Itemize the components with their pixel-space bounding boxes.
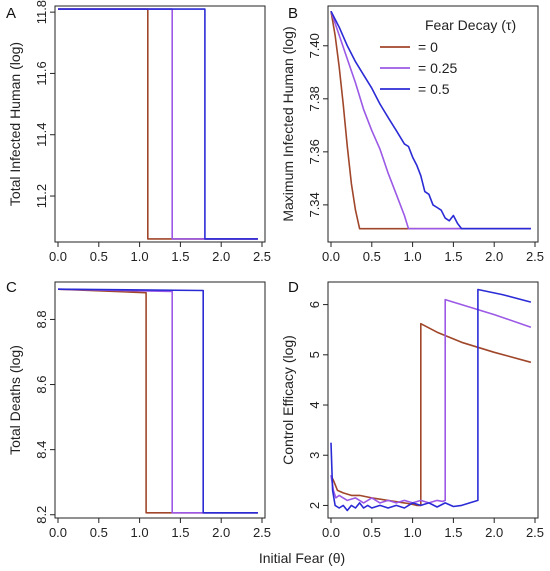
y-tick-label: 4 [307, 401, 322, 408]
panel-b: B 0.0 0.5 1.0 1.5 2.0 2.5 7.34 7.36 7.38 7.40 Maxim… [280, 5, 544, 264]
series-line-tau-05 [330, 288, 532, 512]
panel-letter: A [6, 5, 16, 22]
legend: Fear Decay (τ) = 0 = 0.25 = 0.5 [380, 17, 516, 97]
x-tick-label: 1.5 [171, 249, 189, 264]
x-tick-label: 2.0 [212, 249, 230, 264]
series-line-tau-0 [57, 288, 258, 514]
y-tick-label: 3 [307, 452, 322, 459]
x-tick-label: 2.5 [526, 525, 544, 540]
x-tick-label: 1.0 [404, 525, 422, 540]
y-tick-label: 8.2 [34, 506, 49, 524]
plot-frame [54, 5, 266, 243]
x-axis-label: Initial Fear (θ) [259, 550, 345, 566]
x-tick-label: 1.0 [131, 249, 149, 264]
x-tick-label: 1.0 [131, 525, 149, 540]
series-line-tau-0 [330, 322, 532, 507]
y-tick-label: 7.40 [307, 33, 322, 58]
x-tick-label: 1.0 [404, 249, 422, 264]
panel-d: D 0.0 0.5 1.0 1.5 2.0 2.5 2 3 4 5 6 Control Efficacy… [280, 279, 544, 540]
x-tick-label: 0.0 [49, 249, 67, 264]
legend-entry: = 0.25 [418, 60, 458, 76]
x-tick-label: 0.0 [322, 249, 340, 264]
series-line-tau-05 [330, 10, 531, 230]
panel-c: C 0.0 0.5 1.0 1.5 2.0 2.5 8.2 8.4 8.6 8.8 Total Dea… [6, 279, 271, 540]
y-tick-label: 8.4 [34, 441, 49, 459]
y-axis-label: Total Infected Human (log) [7, 42, 23, 206]
x-tick-label: 1.5 [171, 525, 189, 540]
x-tick-label: 2.5 [526, 249, 544, 264]
series-line-tau-025 [330, 298, 532, 504]
series-line-tau-025 [58, 8, 258, 240]
y-axis-label: Maximum Infected Human (log) [280, 26, 296, 221]
series-line-tau-025 [330, 11, 531, 230]
x-tick-label: 1.5 [444, 525, 462, 540]
panel-letter: B [288, 5, 298, 22]
y-tick-label: 6 [307, 301, 322, 308]
x-tick-label: 0.5 [90, 525, 108, 540]
series-line-tau-025 [57, 288, 258, 514]
y-tick-label: 2 [307, 502, 322, 509]
legend-entry: = 0.5 [418, 81, 450, 97]
x-tick-label: 0.5 [90, 249, 108, 264]
y-tick-label: 7.34 [307, 192, 322, 217]
plot-frame [327, 281, 539, 519]
y-tick-label: 11.4 [34, 123, 49, 147]
x-tick-label: 0.5 [363, 249, 381, 264]
y-axis-label: Total Deaths (log) [7, 345, 23, 455]
legend-entry: = 0 [418, 39, 438, 55]
x-tick-label: 2.0 [212, 525, 230, 540]
legend-title: Fear Decay (τ) [425, 17, 516, 33]
series-line-tau-05 [57, 288, 258, 514]
y-tick-label: 8.8 [34, 310, 49, 328]
x-tick-label: 2.5 [253, 525, 271, 540]
y-tick-label: 7.36 [307, 139, 322, 164]
y-tick-label: 5 [307, 351, 322, 358]
panel-a: A 0.0 0.5 1.0 1.5 2.0 2.5 11.2 11.4 11.6 11.8 Total… [6, 0, 271, 264]
x-tick-label: 2.0 [485, 249, 503, 264]
panel-letter: D [288, 279, 299, 296]
x-tick-label: 0.0 [322, 525, 340, 540]
series-line-tau-0 [330, 11, 531, 230]
panels: A 0.0 0.5 1.0 1.5 2.0 2.5 11.2 11.4 11.6 11.8 Total… [6, 0, 544, 540]
x-tick-label: 0.5 [363, 525, 381, 540]
y-tick-label: 11.6 [34, 61, 49, 85]
series-line-tau-05 [58, 8, 258, 240]
series-line-tau-0 [58, 8, 258, 240]
y-axis-label: Control Efficacy (log) [280, 335, 296, 465]
y-tick-label: 7.38 [307, 86, 322, 111]
x-tick-label: 2.0 [485, 525, 503, 540]
y-tick-label: 11.8 [34, 0, 49, 24]
plot-frame [327, 5, 539, 243]
x-tick-label: 2.5 [253, 249, 271, 264]
x-tick-label: 1.5 [444, 249, 462, 264]
y-tick-label: 11.2 [34, 184, 49, 208]
plot-frame [54, 281, 266, 519]
panel-letter: C [6, 279, 17, 296]
y-tick-label: 8.6 [34, 375, 49, 393]
x-tick-label: 0.0 [49, 525, 67, 540]
